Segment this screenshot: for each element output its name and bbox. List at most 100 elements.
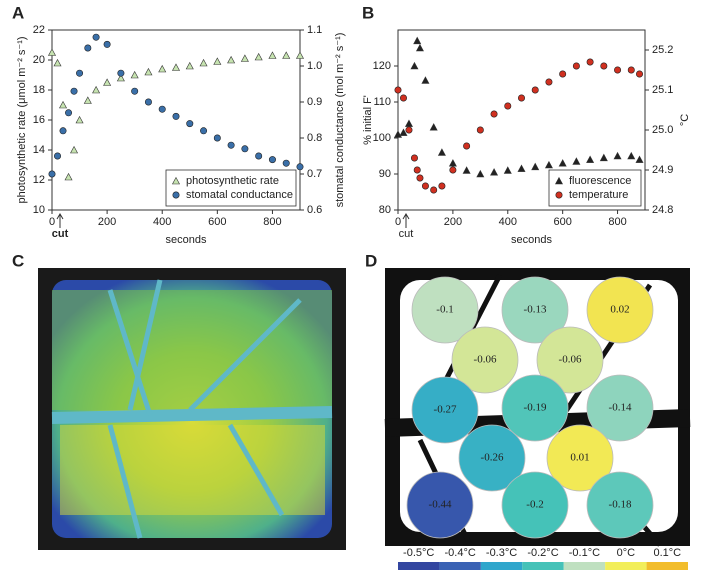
- colorbar-swatch: [398, 562, 440, 570]
- data-point: [399, 94, 407, 102]
- spot-label: -0.06: [559, 354, 582, 366]
- data-point: [410, 154, 418, 162]
- colorbar-swatch: [439, 562, 481, 570]
- data-point: [636, 70, 644, 78]
- spot: [451, 326, 519, 394]
- data-point: [70, 87, 78, 95]
- legend-label: temperature: [569, 189, 628, 201]
- spot: [501, 276, 569, 344]
- data-point: [394, 86, 402, 94]
- data-point: [59, 127, 67, 135]
- colorbar-swatch: [480, 562, 523, 570]
- spot: [501, 374, 569, 442]
- data-point: [558, 159, 567, 167]
- y-tick-label: 80: [379, 204, 391, 216]
- data-point: [241, 145, 249, 153]
- spot-label: -0.27: [434, 404, 457, 416]
- data-point: [200, 127, 208, 135]
- data-point: [116, 73, 125, 82]
- legend-marker: [172, 191, 180, 199]
- spot: [501, 471, 569, 539]
- data-point: [448, 159, 457, 167]
- colorbar-swatch: [646, 562, 688, 570]
- data-point: [158, 105, 166, 113]
- data-point: [75, 115, 84, 124]
- colorbar-swatch: [605, 562, 647, 570]
- data-point: [490, 168, 499, 176]
- data-point: [627, 66, 635, 74]
- data-point: [227, 55, 236, 64]
- data-point: [600, 62, 608, 70]
- data-point: [92, 33, 100, 41]
- y-tick-label: 20: [33, 54, 45, 66]
- data-point: [421, 182, 429, 190]
- data-point: [517, 94, 525, 102]
- data-point: [227, 141, 235, 149]
- legend-label: stomatal conductance: [186, 189, 293, 201]
- colorbar-label: -0.1°C: [569, 547, 600, 559]
- data-point: [572, 62, 580, 70]
- spot-label: -0.13: [524, 304, 547, 316]
- data-point: [64, 172, 73, 181]
- panel-label: C: [12, 251, 24, 270]
- y-tick-label: 18: [33, 84, 45, 96]
- spot-label: 0.02: [610, 304, 629, 316]
- y-tick-label: 12: [33, 174, 45, 186]
- y-tick-label: 14: [33, 144, 45, 156]
- data-point: [76, 69, 84, 77]
- x-tick-label: 600: [208, 216, 226, 228]
- spot: [411, 376, 479, 444]
- data-point: [476, 169, 485, 178]
- data-point: [83, 96, 92, 104]
- data-point: [415, 43, 424, 52]
- legend-box: [548, 169, 642, 207]
- spot-label: -0.44: [429, 499, 452, 511]
- colorbar-label: 0.1°C: [653, 547, 681, 559]
- data-point: [586, 58, 594, 66]
- spot-label: -0.18: [609, 499, 632, 511]
- legend-marker: [554, 176, 564, 185]
- data-point: [462, 166, 471, 174]
- data-point: [213, 134, 221, 142]
- x-tick-label: 800: [263, 216, 281, 228]
- data-point: [586, 155, 595, 163]
- y2-tick-label: 0.7: [307, 168, 322, 180]
- spot-label: -0.2: [526, 499, 543, 511]
- data-point: [117, 69, 125, 77]
- y2-tick-label: 24.9: [652, 164, 673, 176]
- y2-tick-label: 1.1: [307, 24, 322, 36]
- legend-marker: [555, 191, 563, 199]
- data-point: [463, 142, 471, 150]
- data-point: [268, 51, 277, 59]
- y2-tick-label: 25.1: [652, 84, 673, 96]
- data-point: [421, 76, 430, 84]
- x-tick-label: 600: [553, 216, 571, 228]
- data-point: [54, 152, 62, 160]
- data-point: [186, 120, 194, 128]
- spot: [586, 471, 654, 539]
- y-tick-label: 10: [33, 204, 45, 216]
- data-point: [199, 58, 208, 67]
- data-point: [296, 163, 304, 171]
- y-tick-label: 100: [373, 132, 391, 144]
- panel-label: D: [365, 251, 377, 270]
- spot-label: 0.01: [570, 452, 589, 464]
- y-tick-label: 90: [379, 168, 391, 180]
- data-point: [613, 151, 622, 160]
- data-point: [405, 126, 413, 134]
- data-point: [70, 145, 79, 154]
- data-point: [172, 112, 180, 120]
- data-point: [413, 36, 422, 45]
- y2-tick-label: 24.8: [652, 204, 673, 216]
- data-point: [254, 52, 263, 61]
- data-point: [599, 153, 608, 162]
- data-point: [545, 78, 553, 86]
- spot: [411, 276, 479, 344]
- spot-label: -0.1: [436, 304, 453, 316]
- data-point: [84, 44, 92, 52]
- data-point: [282, 159, 290, 167]
- data-point: [47, 48, 57, 56]
- colorbar-swatch: [563, 562, 606, 570]
- data-point: [627, 151, 636, 160]
- spot-label: -0.06: [474, 354, 497, 366]
